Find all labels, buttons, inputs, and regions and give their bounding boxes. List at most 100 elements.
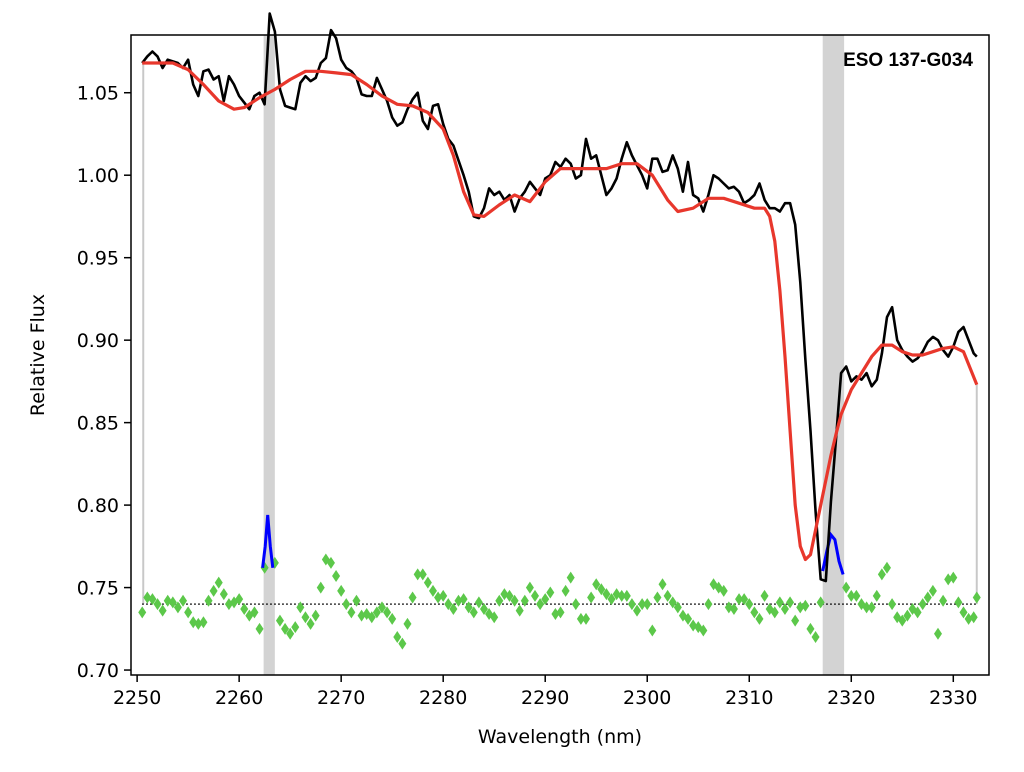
residual-point	[428, 584, 437, 597]
residual-point	[780, 603, 789, 616]
y-axis-label: Relative Flux	[27, 294, 49, 416]
y-tick-label: 0.80	[77, 495, 119, 517]
residual-point	[877, 568, 886, 581]
residual-point	[643, 598, 652, 611]
residual-point	[306, 617, 315, 630]
residual-point	[633, 604, 642, 617]
residual-point	[816, 596, 825, 609]
residual-point	[413, 568, 422, 581]
masked-residual-line-1	[821, 531, 845, 575]
residual-point	[520, 594, 529, 607]
residual-point	[933, 627, 942, 640]
residual-point	[377, 601, 386, 614]
residual-point	[444, 598, 453, 611]
residual-point	[143, 591, 152, 604]
y-tick-label: 0.75	[77, 578, 119, 600]
residual-point	[775, 596, 784, 609]
residual-point	[729, 603, 738, 616]
residual-point	[898, 614, 907, 627]
residual-point	[852, 589, 861, 602]
residual-point	[602, 588, 611, 601]
residual-point	[214, 576, 223, 589]
residual-point	[383, 606, 392, 619]
residual-point	[301, 611, 310, 624]
residual-point	[500, 588, 509, 601]
model-line	[142, 61, 979, 562]
residual-point	[806, 622, 815, 635]
residual-point	[469, 606, 478, 619]
x-axis-ticks: 2250 2260 2270 2280 2290 2300 2310 2320 2330	[113, 675, 977, 709]
residual-point	[337, 584, 346, 597]
residual-point	[750, 606, 759, 619]
residual-point	[546, 586, 555, 599]
masked-residual-line-0	[261, 514, 275, 568]
residual-point	[398, 637, 407, 650]
residual-point	[148, 593, 157, 606]
residual-point	[862, 601, 871, 614]
residual-point	[704, 598, 713, 611]
residual-point	[872, 589, 881, 602]
y-tick-label: 0.95	[77, 248, 119, 270]
x-tick-label: 2260	[215, 687, 263, 709]
residual-point	[240, 603, 249, 616]
residual-point	[347, 606, 356, 619]
residual-point	[194, 617, 203, 630]
residual-point	[291, 621, 300, 634]
residual-point	[551, 607, 560, 620]
residual-point	[918, 598, 927, 611]
fit-range-lines	[142, 63, 978, 605]
x-axis-label: Wavelength (nm)	[478, 726, 642, 748]
residual-point	[612, 588, 621, 601]
residual-point	[168, 596, 177, 609]
residual-point	[964, 612, 973, 625]
residual-point	[219, 588, 228, 601]
residual-point	[388, 612, 397, 625]
residual-point	[959, 606, 968, 619]
y-tick-label: 1.05	[77, 83, 119, 105]
y-tick-label: 0.85	[77, 413, 119, 435]
residual-point	[719, 584, 728, 597]
residual-point	[204, 594, 213, 607]
residual-point	[587, 591, 596, 604]
masked-regions	[263, 35, 845, 675]
residual-point	[770, 606, 779, 619]
model-spectrum	[142, 61, 979, 562]
residual-point	[561, 584, 570, 597]
residual-point	[882, 561, 891, 574]
y-tick-label: 1.00	[77, 165, 119, 187]
y-axis-ticks: 0.70 0.75 0.80 0.85 0.90 0.95 1.00 1.05	[77, 83, 131, 682]
residual-point	[179, 594, 188, 607]
residual-point	[928, 584, 937, 597]
residual-point	[505, 589, 514, 602]
residual-point	[888, 598, 897, 611]
residual-point	[735, 593, 744, 606]
residual-point	[842, 581, 851, 594]
residual-point	[525, 581, 534, 594]
residual-point	[408, 591, 417, 604]
residual-point	[423, 576, 432, 589]
residual-point	[617, 589, 626, 602]
residual-point	[903, 609, 912, 622]
x-tick-label: 2320	[827, 687, 875, 709]
residual-point	[658, 578, 667, 591]
residual-point	[622, 589, 631, 602]
residual-point	[913, 606, 922, 619]
residual-point	[255, 622, 264, 635]
residual-point	[954, 596, 963, 609]
residual-point	[153, 598, 162, 611]
x-tick-label: 2290	[521, 687, 569, 709]
x-tick-label: 2330	[929, 687, 977, 709]
residual-point	[332, 570, 341, 583]
residual-point	[199, 616, 208, 629]
residual-point	[592, 578, 601, 591]
residual-point	[597, 583, 606, 596]
x-tick-label: 2310	[725, 687, 773, 709]
residual-point	[403, 617, 412, 630]
residual-point	[286, 627, 295, 640]
residual-point	[326, 556, 335, 569]
residual-point	[536, 598, 545, 611]
masked-residual-lines	[261, 514, 845, 575]
residual-point	[972, 591, 981, 604]
